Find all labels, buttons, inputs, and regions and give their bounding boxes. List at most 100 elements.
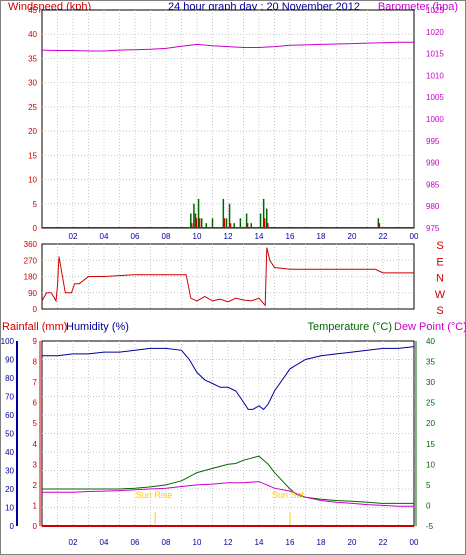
x-tick-label: 06 xyxy=(131,538,140,547)
x-tick-label: 14 xyxy=(255,538,264,547)
wind-direction-series xyxy=(41,247,414,307)
x-tick-label: 18 xyxy=(317,538,326,547)
x-tick-label: 10 xyxy=(193,232,202,241)
temperature-tick-label: 15 xyxy=(426,440,435,449)
rainfall-tick-label: 6 xyxy=(33,399,38,408)
barometer-tick-label: 975 xyxy=(426,224,440,233)
temperature-tick-label: 0 xyxy=(426,501,431,510)
wind-tick-label: 10 xyxy=(28,176,37,185)
compass-label: S xyxy=(436,240,443,252)
temperature-tick-label: 20 xyxy=(426,419,435,428)
direction-tick-label: 90 xyxy=(28,289,37,298)
wind-barometer-panel: 02 04 06 08 10 12 14 16 18 20 22 00 051015202530354… xyxy=(28,6,444,241)
temperature-line xyxy=(42,455,414,504)
humidity-tick-label: 0 xyxy=(10,522,15,531)
temp-humidity-series xyxy=(42,346,415,527)
x-tick-label: 12 xyxy=(224,538,233,547)
rainfall-axis-label: Rainfall (mm) xyxy=(2,321,67,333)
x-tick-label: 22 xyxy=(379,538,388,547)
wind-barometer-plot-area xyxy=(41,9,415,229)
temperature-tick-label: 5 xyxy=(426,481,431,490)
x-tick-label: 16 xyxy=(286,232,295,241)
humidity-tick-label: 60 xyxy=(5,411,14,420)
barometer-tick-label: 1025 xyxy=(426,6,444,15)
wind-tick-label: 40 xyxy=(28,30,37,39)
barometer-line xyxy=(41,41,414,52)
dewpoint-axis-label: Dew Point (°C) xyxy=(394,321,466,333)
x-tick-label: 22 xyxy=(379,232,388,241)
barometer-tick-label: 985 xyxy=(426,180,440,189)
barometer-tick-label: 1015 xyxy=(426,50,444,59)
rainfall-tick-label: 5 xyxy=(33,419,38,428)
humidity-tick-label: 50 xyxy=(5,430,14,439)
compass-label: S xyxy=(436,305,443,317)
sunset-label: Sun Set xyxy=(272,490,305,500)
temp-humidity-panel: 02 04 06 08 10 12 14 16 18 20 22 00 010203040506070… xyxy=(1,337,436,547)
temperature-axis-label: Temperature (°C) xyxy=(308,321,392,333)
x-tick-label: 20 xyxy=(348,232,357,241)
x-tick-label: 00 xyxy=(410,538,419,547)
wind-tick-label: 5 xyxy=(33,200,38,209)
barometer-tick-label: 1020 xyxy=(426,28,444,37)
wind-tick-label: 35 xyxy=(28,54,37,63)
x-tick-label: 04 xyxy=(100,538,109,547)
x-tick-label: 16 xyxy=(286,538,295,547)
humidity-tick-label: 90 xyxy=(5,356,14,365)
humidity-axis-label: Humidity (%) xyxy=(66,321,129,333)
compass-label: N xyxy=(436,273,444,285)
wind-tick-label: 30 xyxy=(28,79,37,88)
compass-label: W xyxy=(435,289,446,301)
wind-barometer-grid: 02 04 06 08 10 12 14 16 18 20 22 00 xyxy=(42,10,419,241)
barometer-tick-label: 1010 xyxy=(426,71,444,80)
rainfall-tick-label: 4 xyxy=(33,440,38,449)
temperature-tick-label: 25 xyxy=(426,399,435,408)
direction-tick-label: 270 xyxy=(24,256,38,265)
x-tick-label: 20 xyxy=(348,538,357,547)
direction-tick-label: 360 xyxy=(24,240,38,249)
wind-tick-label: 20 xyxy=(28,127,37,136)
wind-tick-label: 0 xyxy=(33,224,38,233)
humidity-tick-label: 30 xyxy=(5,467,14,476)
rainfall-tick-label: 9 xyxy=(33,337,38,346)
wind-barometer-axes: 0510152025303540459759809859909951000100… xyxy=(28,6,444,233)
humidity-tick-label: 80 xyxy=(5,374,14,383)
x-tick-label: 02 xyxy=(69,232,78,241)
direction-tick-label: 180 xyxy=(24,273,38,282)
barometer-tick-label: 990 xyxy=(426,159,440,168)
barometer-tick-label: 980 xyxy=(426,202,440,211)
temperature-tick-label: 10 xyxy=(426,460,435,469)
humidity-tick-label: 20 xyxy=(5,485,14,494)
temperature-tick-label: 30 xyxy=(426,378,435,387)
rainfall-tick-label: 8 xyxy=(33,358,38,367)
x-tick-label: 02 xyxy=(69,538,78,547)
humidity-tick-label: 70 xyxy=(5,393,14,402)
temperature-tick-label: -5 xyxy=(426,522,434,531)
sunrise-label: Sun Rise xyxy=(136,490,173,500)
humidity-line xyxy=(42,346,415,411)
rainfall-tick-label: 0 xyxy=(33,522,38,531)
dewpoint-line xyxy=(42,481,414,507)
rainfall-tick-label: 2 xyxy=(33,481,38,490)
temperature-tick-label: 40 xyxy=(426,337,435,346)
x-tick-label: 12 xyxy=(224,232,233,241)
wind-direction-line xyxy=(41,247,414,307)
wind-barometer-series xyxy=(41,41,414,228)
x-tick-label: 10 xyxy=(193,538,202,547)
rainfall-tick-label: 1 xyxy=(33,501,38,510)
x-tick-label: 04 xyxy=(100,232,109,241)
x-tick-label: 18 xyxy=(317,232,326,241)
direction-tick-label: 0 xyxy=(33,305,38,314)
x-tick-label: 00 xyxy=(410,232,419,241)
rainfall-tick-label: 3 xyxy=(33,460,38,469)
wind-tick-label: 25 xyxy=(28,103,37,112)
temperature-tick-label: 35 xyxy=(426,358,435,367)
humidity-tick-label: 40 xyxy=(5,448,14,457)
barometer-tick-label: 995 xyxy=(426,137,440,146)
wind-tick-label: 45 xyxy=(28,6,37,15)
x-tick-label: 06 xyxy=(131,232,140,241)
rainfall-tick-label: 7 xyxy=(33,378,38,387)
